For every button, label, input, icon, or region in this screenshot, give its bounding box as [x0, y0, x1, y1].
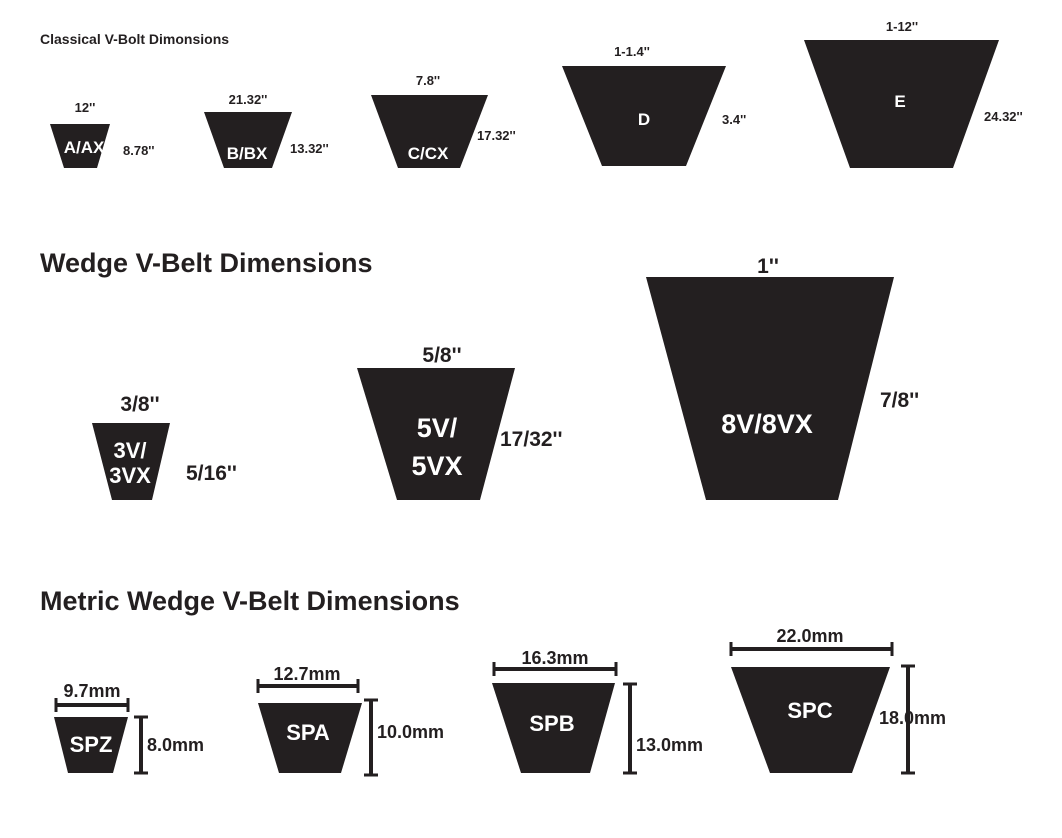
top-width-label: 9.7mm	[63, 681, 120, 701]
height-label: 24.32''	[984, 109, 1023, 124]
belt-cross-section	[804, 40, 999, 168]
belt-label: 5V/	[417, 413, 458, 443]
top-width-label: 22.0mm	[776, 626, 843, 646]
section-title: Metric Wedge V-Belt Dimensions	[40, 586, 460, 616]
top-width-label: 7.8''	[416, 73, 440, 88]
belt-label: SPZ	[70, 732, 113, 757]
top-width-label: 3/8''	[120, 393, 159, 416]
belt-cross-section	[492, 683, 615, 773]
belt-label: C/CX	[408, 144, 449, 163]
section-title: Wedge V-Belt Dimensions	[40, 248, 373, 278]
top-width-label: 21.32''	[229, 92, 268, 107]
belt-cross-section	[92, 423, 170, 500]
belt-label: 5VX	[411, 451, 462, 481]
belt-label: B/BX	[227, 144, 268, 163]
top-width-label: 1-12''	[886, 19, 918, 34]
height-label: 8.78''	[123, 143, 154, 158]
belt-label: D	[638, 110, 650, 129]
belt-cross-section	[731, 667, 890, 773]
height-label: 10.0mm	[377, 722, 444, 742]
belt-label: 3VX	[109, 463, 151, 488]
belt-cross-section	[258, 703, 362, 773]
height-label: 5/16''	[186, 462, 237, 485]
belt-label: E	[894, 92, 905, 111]
top-width-label: 1-1.4''	[614, 44, 650, 59]
top-width-label: 1''	[757, 255, 779, 278]
belt-label: SPA	[286, 720, 330, 745]
section-title: Classical V-Bolt Dimonsions	[40, 31, 229, 47]
height-label: 13.0mm	[636, 735, 703, 755]
belt-label: 3V/	[113, 438, 146, 463]
top-width-label: 12.7mm	[273, 664, 340, 684]
height-label: 7/8''	[880, 389, 919, 412]
belt-label: SPB	[529, 711, 574, 736]
belt-cross-section	[50, 124, 110, 168]
height-label: 17.32''	[477, 128, 516, 143]
belt-label: SPC	[787, 698, 832, 723]
belt-cross-section	[357, 368, 515, 500]
top-width-label: 16.3mm	[521, 648, 588, 668]
top-width-label: 5/8''	[422, 344, 461, 367]
height-label: 3.4''	[722, 112, 746, 127]
belt-cross-section	[646, 277, 894, 500]
height-label: 8.0mm	[147, 735, 204, 755]
belt-cross-section	[562, 66, 726, 166]
belt-label: A/AX	[64, 138, 105, 157]
top-width-label: 12''	[75, 100, 96, 115]
belt-cross-section	[371, 95, 488, 168]
height-label: 18.0mm	[879, 708, 946, 728]
height-label: 13.32''	[290, 141, 329, 156]
belt-cross-section	[204, 112, 292, 168]
height-label: 17/32''	[500, 428, 563, 451]
belt-cross-section	[54, 717, 128, 773]
belt-label: 8V/8VX	[721, 409, 813, 439]
